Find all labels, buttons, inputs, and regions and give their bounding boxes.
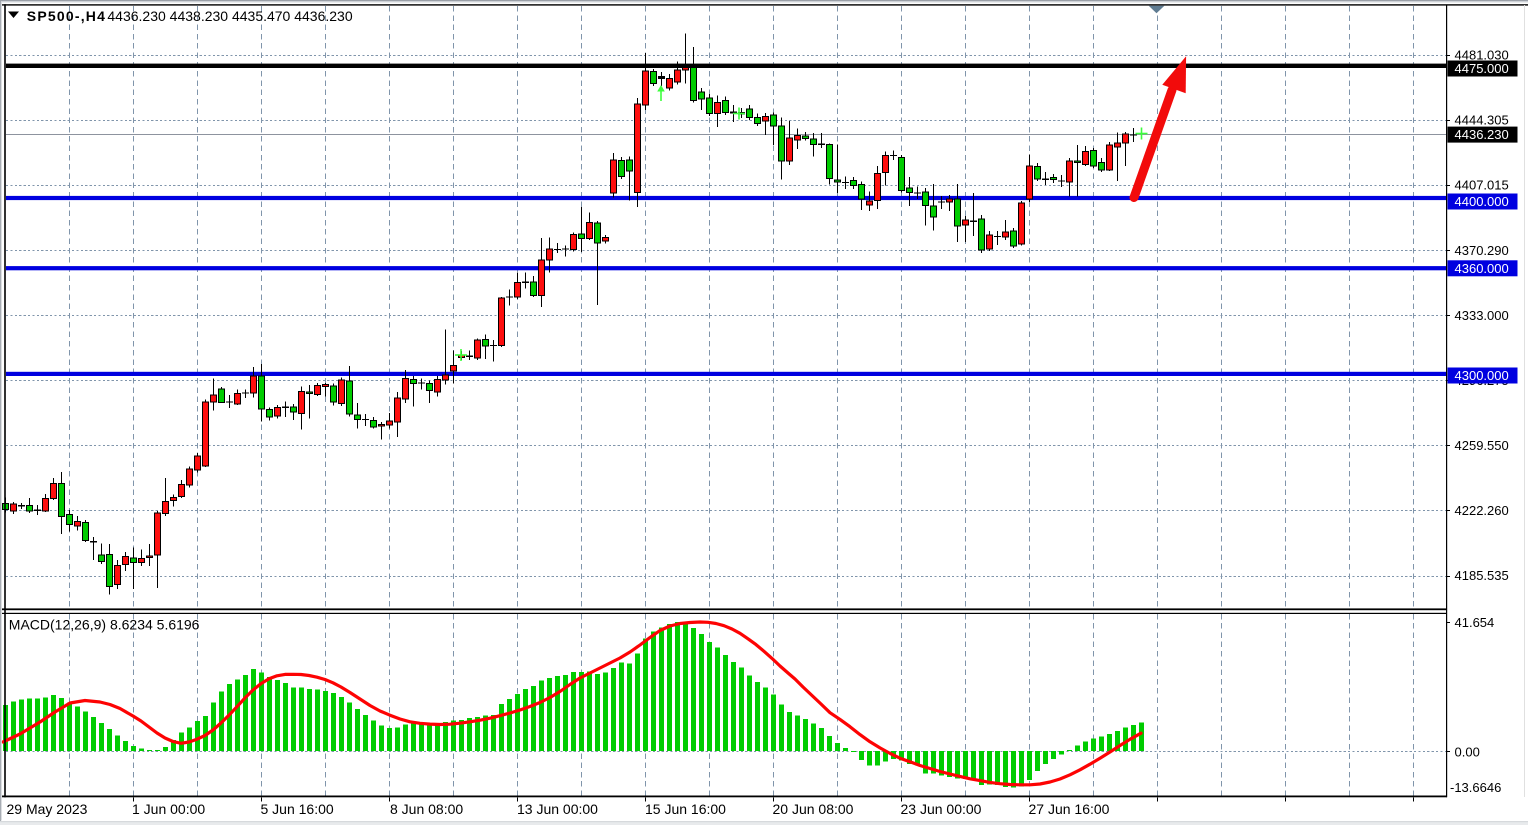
svg-text:4370.290: 4370.290 (1455, 243, 1509, 258)
svg-text:8 Jun 08:00: 8 Jun 08:00 (390, 801, 463, 817)
svg-text:MACD(12,26,9) 8.6234 5.6196: MACD(12,26,9) 8.6234 5.6196 (9, 617, 200, 633)
svg-text:15 Jun 16:00: 15 Jun 16:00 (645, 801, 726, 817)
svg-text:4259.550: 4259.550 (1455, 438, 1509, 453)
svg-text:4360.000: 4360.000 (1455, 261, 1509, 276)
svg-text:5 Jun 16:00: 5 Jun 16:00 (261, 801, 334, 817)
svg-text:4185.535: 4185.535 (1455, 568, 1509, 583)
svg-text:4400.000: 4400.000 (1455, 194, 1509, 209)
svg-text:4475.000: 4475.000 (1455, 61, 1509, 76)
svg-text:4481.030: 4481.030 (1455, 48, 1509, 63)
svg-text:23 Jun 00:00: 23 Jun 00:00 (901, 801, 982, 817)
svg-text:1 Jun 00:00: 1 Jun 00:00 (132, 801, 205, 817)
svg-text:4436.230 4438.230 4435.470 443: 4436.230 4438.230 4435.470 4436.230 (107, 8, 352, 24)
svg-text:4444.305: 4444.305 (1455, 113, 1509, 128)
svg-text:27 Jun 16:00: 27 Jun 16:00 (1029, 801, 1110, 817)
svg-text:4222.260: 4222.260 (1455, 503, 1509, 518)
svg-text:-13.6646: -13.6646 (1450, 780, 1501, 795)
svg-text:SP500-,H4: SP500-,H4 (27, 8, 106, 24)
svg-text:4333.000: 4333.000 (1455, 308, 1509, 323)
svg-text:20 Jun 08:00: 20 Jun 08:00 (773, 801, 854, 817)
svg-text:0.00: 0.00 (1455, 745, 1480, 760)
svg-text:4436.230: 4436.230 (1455, 127, 1509, 142)
svg-text:4407.015: 4407.015 (1455, 178, 1509, 193)
svg-text:29 May 2023: 29 May 2023 (7, 801, 88, 817)
svg-text:41.654: 41.654 (1455, 615, 1495, 630)
svg-text:4300.000: 4300.000 (1455, 368, 1509, 383)
svg-text:13 Jun 00:00: 13 Jun 00:00 (517, 801, 598, 817)
